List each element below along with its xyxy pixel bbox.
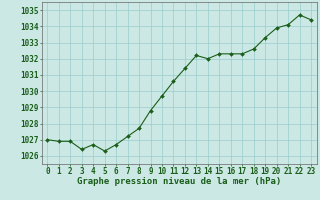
X-axis label: Graphe pression niveau de la mer (hPa): Graphe pression niveau de la mer (hPa) [77, 177, 281, 186]
